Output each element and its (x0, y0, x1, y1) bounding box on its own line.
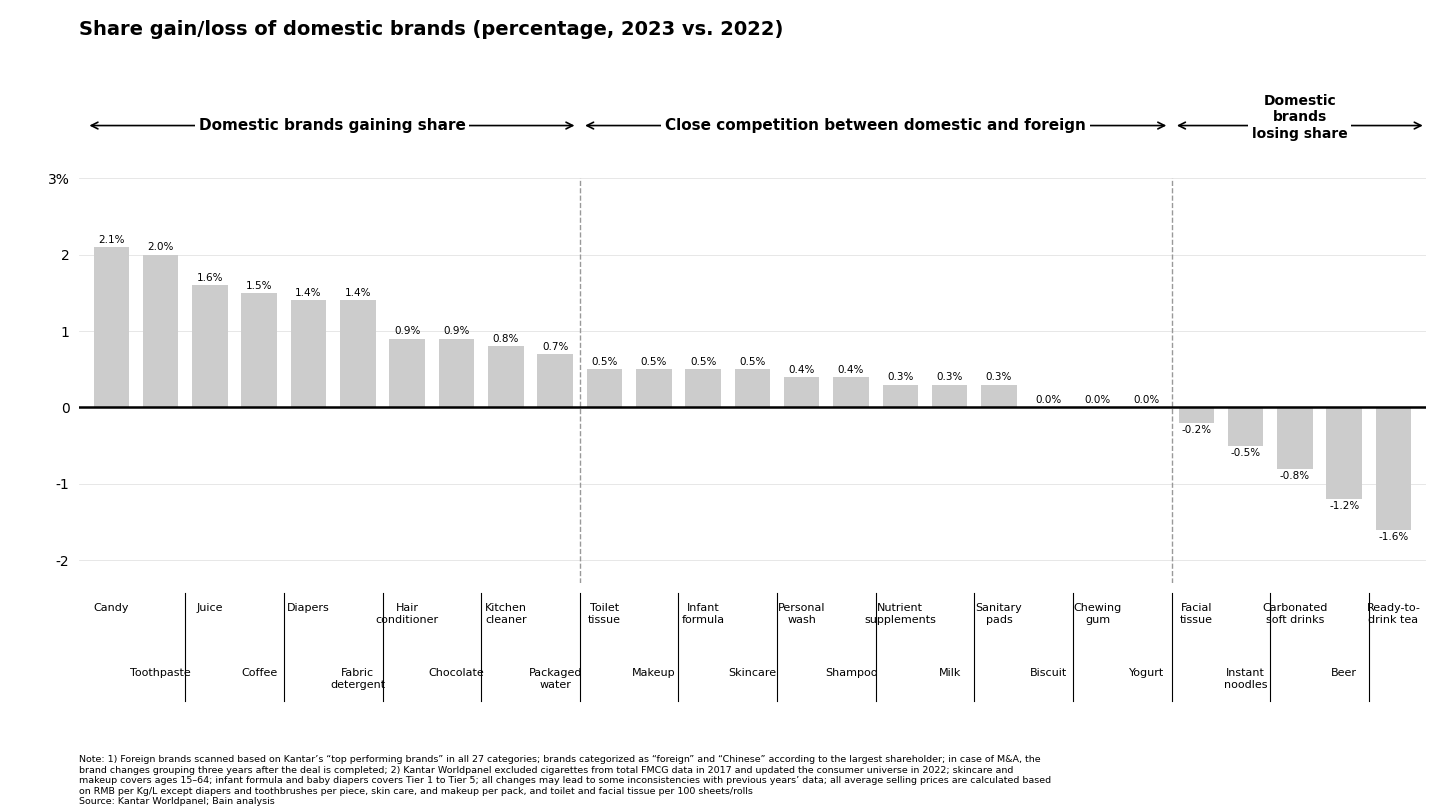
Text: Chocolate: Chocolate (429, 668, 484, 678)
Bar (685, 369, 721, 407)
Text: Infant
formula: Infant formula (681, 603, 724, 625)
Bar (439, 339, 474, 407)
Text: 0.9%: 0.9% (395, 326, 420, 336)
Bar (537, 354, 573, 407)
Bar (340, 301, 376, 407)
Text: Carbonated
soft drinks: Carbonated soft drinks (1263, 603, 1328, 625)
Text: Toothpaste: Toothpaste (130, 668, 192, 678)
Text: Coffee: Coffee (240, 668, 278, 678)
Bar (291, 301, 327, 407)
Text: 0.5%: 0.5% (739, 357, 766, 367)
Text: Ready-to-
drink tea: Ready-to- drink tea (1367, 603, 1420, 625)
Text: Domestic brands gaining share: Domestic brands gaining share (199, 118, 465, 133)
Text: -1.6%: -1.6% (1378, 532, 1408, 542)
Text: 1.4%: 1.4% (295, 288, 321, 298)
Bar (143, 254, 179, 407)
Text: Kitchen
cleaner: Kitchen cleaner (485, 603, 527, 625)
Text: -0.8%: -0.8% (1280, 471, 1310, 481)
Bar (586, 369, 622, 407)
Bar (834, 377, 868, 407)
Text: 0.5%: 0.5% (592, 357, 618, 367)
Text: Shampoo: Shampoo (825, 668, 877, 678)
Text: Yogurt: Yogurt (1129, 668, 1165, 678)
Bar (932, 385, 968, 407)
Text: Biscuit: Biscuit (1030, 668, 1067, 678)
Text: -0.5%: -0.5% (1231, 448, 1260, 458)
Bar (883, 385, 919, 407)
Text: Facial
tissue: Facial tissue (1179, 603, 1212, 625)
Bar (1277, 407, 1313, 468)
Text: 0.3%: 0.3% (936, 373, 963, 382)
Text: 0.4%: 0.4% (838, 364, 864, 374)
Text: Milk: Milk (939, 668, 960, 678)
Text: 1.4%: 1.4% (344, 288, 372, 298)
Text: 0.0%: 0.0% (1133, 395, 1161, 405)
Text: 0.0%: 0.0% (1035, 395, 1061, 405)
Text: 0.4%: 0.4% (789, 364, 815, 374)
Bar (783, 377, 819, 407)
Text: Chewing
gum: Chewing gum (1073, 603, 1122, 625)
Bar (1375, 407, 1411, 530)
Bar (1326, 407, 1362, 499)
Bar (1178, 407, 1214, 423)
Text: Close competition between domestic and foreign: Close competition between domestic and f… (665, 118, 1086, 133)
Text: 0.7%: 0.7% (541, 342, 569, 352)
Text: 0.0%: 0.0% (1084, 395, 1110, 405)
Text: Note: 1) Foreign brands scanned based on Kantar’s “top performing brands” in all: Note: 1) Foreign brands scanned based on… (79, 756, 1051, 806)
Bar (1228, 407, 1263, 446)
Text: 1.6%: 1.6% (197, 273, 223, 283)
Text: 0.5%: 0.5% (690, 357, 716, 367)
Bar (192, 285, 228, 407)
Text: Juice: Juice (197, 603, 223, 613)
Text: Packaged
water: Packaged water (528, 668, 582, 690)
Text: Instant
noodles: Instant noodles (1224, 668, 1267, 690)
Text: Makeup: Makeup (632, 668, 675, 678)
Text: 0.5%: 0.5% (641, 357, 667, 367)
Text: Nutrient
supplements: Nutrient supplements (864, 603, 936, 625)
Bar (389, 339, 425, 407)
Text: Personal
wash: Personal wash (778, 603, 825, 625)
Bar (488, 347, 524, 407)
Text: Fabric
detergent: Fabric detergent (330, 668, 386, 690)
Text: Sanitary
pads: Sanitary pads (976, 603, 1022, 625)
Text: Candy: Candy (94, 603, 130, 613)
Text: 2.0%: 2.0% (147, 242, 174, 253)
Text: -1.2%: -1.2% (1329, 501, 1359, 511)
Text: Hair
conditioner: Hair conditioner (376, 603, 439, 625)
Text: Diapers: Diapers (287, 603, 330, 613)
Text: 1.5%: 1.5% (246, 280, 272, 291)
Text: 0.9%: 0.9% (444, 326, 469, 336)
Bar (981, 385, 1017, 407)
Text: 0.8%: 0.8% (492, 334, 518, 344)
Text: 0.3%: 0.3% (887, 373, 913, 382)
Bar (734, 369, 770, 407)
Text: Domestic
brands
losing share: Domestic brands losing share (1251, 94, 1348, 141)
Bar (636, 369, 671, 407)
Text: 0.3%: 0.3% (986, 373, 1012, 382)
Text: Beer: Beer (1331, 668, 1358, 678)
Text: 2.1%: 2.1% (98, 235, 124, 245)
Text: Share gain/loss of domestic brands (percentage, 2023 vs. 2022): Share gain/loss of domestic brands (perc… (79, 20, 783, 39)
Bar (94, 247, 130, 407)
Bar (242, 293, 276, 407)
Text: Toilet
tissue: Toilet tissue (588, 603, 621, 625)
Text: Skincare: Skincare (729, 668, 776, 678)
Text: -0.2%: -0.2% (1181, 425, 1211, 435)
